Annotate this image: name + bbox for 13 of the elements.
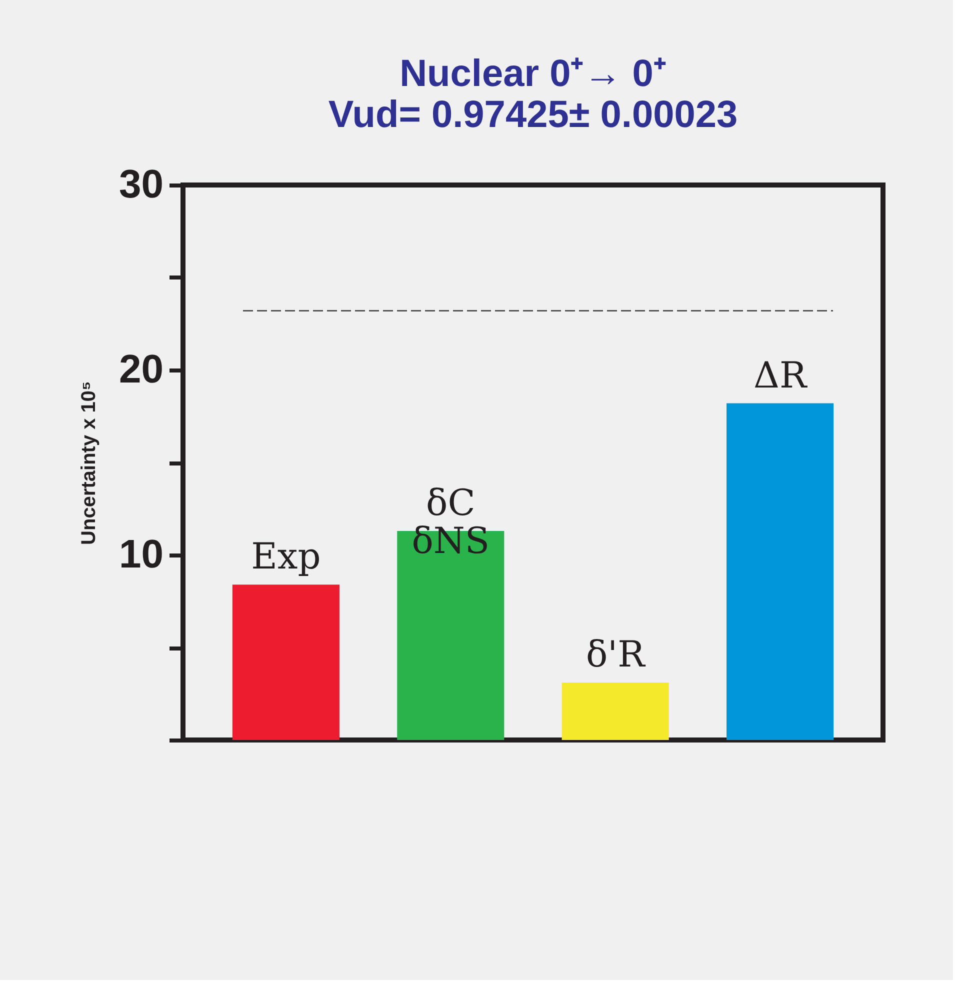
x-tick-label: ΔR (754, 355, 808, 396)
y-tick-label: 10 (119, 532, 164, 576)
x-tick-label: Exp (251, 536, 321, 578)
y-axis-title: Uncertainty x 10⁵ (78, 381, 100, 545)
chart-subtitle: Vud= 0.97425± 0.00023 (328, 94, 738, 136)
bar (726, 403, 834, 740)
chart-title: Nuclear 0⁺→ 0⁺ (400, 53, 666, 95)
y-tick-label: 30 (119, 162, 164, 206)
x-tick-label: δC δNS (412, 482, 490, 562)
x-tick-label: δ'R (586, 634, 646, 676)
bar (562, 682, 669, 740)
bar (232, 584, 340, 740)
y-tick-label: 20 (119, 348, 164, 392)
